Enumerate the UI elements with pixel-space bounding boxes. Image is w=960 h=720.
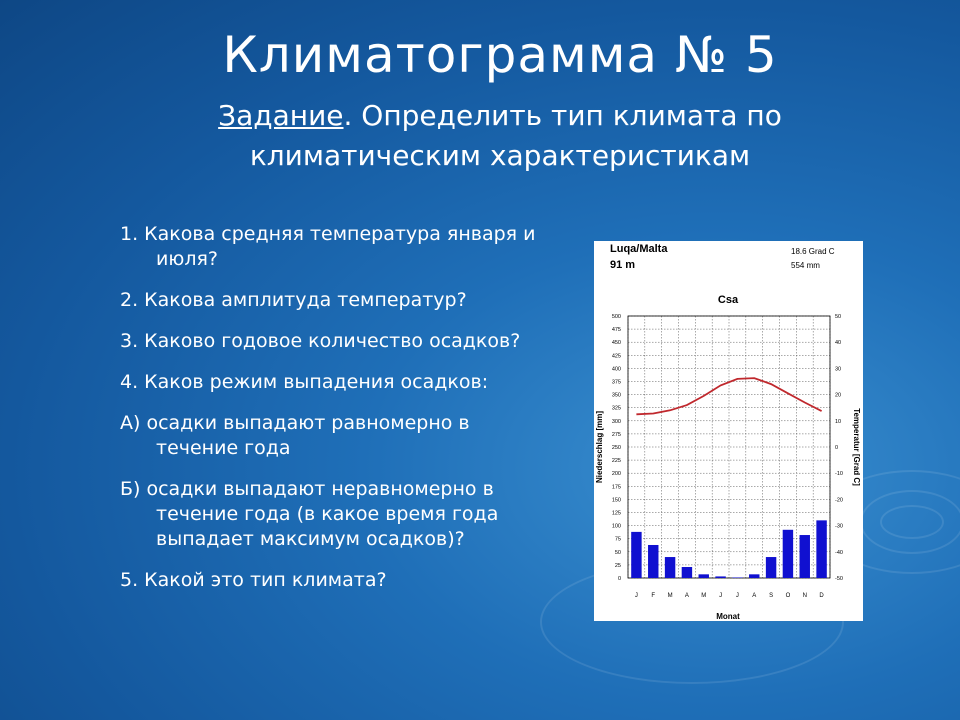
subtitle-text: . Определить тип климата по климатически… <box>249 99 782 172</box>
month-label: A <box>685 593 689 599</box>
chart-elevation: 91 m <box>610 259 635 271</box>
temp-tick-label: -10 <box>835 471 843 477</box>
temp-tick-label: 20 <box>835 393 841 399</box>
plot-frame <box>627 315 831 579</box>
precip-tick-label: 500 <box>612 314 621 320</box>
month-label: M <box>668 593 673 599</box>
precip-tick-label: 300 <box>612 419 621 425</box>
question-item: А) осадки выпадают равномерно в течение … <box>120 412 470 459</box>
subtitle-label: Задание <box>218 99 344 132</box>
chart-ylabel-right: Temperatur [Grad C] <box>852 408 861 486</box>
precip-bar <box>631 531 642 578</box>
month-label: S <box>769 593 773 599</box>
precip-bar <box>765 557 777 578</box>
precip-tick-label: 75 <box>615 537 621 543</box>
temp-tick-label: 10 <box>835 419 841 425</box>
precip-bar <box>681 566 693 578</box>
precip-tick-label: 450 <box>612 340 621 346</box>
temp-tick-label: -30 <box>835 524 843 530</box>
month-label: M <box>701 593 706 599</box>
precip-tick-label: 250 <box>612 445 621 451</box>
precip-tick-label: 225 <box>612 458 621 464</box>
precip-tick-label: 175 <box>612 484 621 490</box>
precip-tick-label: 325 <box>612 406 621 412</box>
month-label: D <box>819 593 824 599</box>
temp-tick-label: 30 <box>835 366 841 372</box>
slide-subtitle: Задание. Определить тип климата по клима… <box>150 96 850 176</box>
question-item: 5. Какой это тип климата? <box>120 569 387 591</box>
precip-tick-label: 0 <box>618 576 621 582</box>
precip-bar <box>648 544 659 578</box>
precip-bar <box>664 557 676 578</box>
precip-tick-label: 475 <box>612 327 621 333</box>
question-list: 1. Какова средняя температура января и и… <box>120 222 540 609</box>
month-label: N <box>803 593 807 599</box>
precip-bar <box>749 574 760 578</box>
question-item: 1. Какова средняя температура января и и… <box>120 223 536 270</box>
temperature-line <box>636 377 823 416</box>
chart-climate-class: Csa <box>718 294 739 306</box>
precip-tick-label: 375 <box>612 380 621 386</box>
chart-ylabel-left: Niederschlag [mm] <box>595 411 604 483</box>
question-item: 2. Какова амплитуда температур? <box>120 289 467 311</box>
month-label: O <box>786 593 791 599</box>
question-item: Б) осадки выпадают неравномерно в течени… <box>120 478 499 550</box>
month-label: F <box>651 593 655 599</box>
temp-tick-label: -40 <box>835 550 843 556</box>
precip-bar <box>782 529 794 578</box>
chart-annual-temp: 18.6 Grad C <box>791 247 835 256</box>
precip-bar <box>715 576 726 578</box>
question-item: 3. Каково годовое количество осадков? <box>120 330 521 352</box>
chart-annual-precip: 554 mm <box>791 261 820 270</box>
chart-xlabel: Monat <box>716 612 740 621</box>
climate-chart: Luqa/Malta 91 m 18.6 Grad C 554 mm Csa M… <box>594 241 863 621</box>
precip-tick-label: 425 <box>612 353 621 359</box>
precip-tick-label: 150 <box>612 497 621 503</box>
precip-bar <box>799 535 810 578</box>
precip-tick-label: 125 <box>612 511 621 517</box>
temp-tick-label: 0 <box>835 445 838 451</box>
month-label: J <box>736 593 739 599</box>
precip-bar <box>816 520 827 578</box>
precip-tick-label: 50 <box>615 550 621 556</box>
precip-bar <box>732 577 743 578</box>
temp-tick-label: -50 <box>835 576 843 582</box>
question-item: 4. Каков режим выпадения осадков: <box>120 371 489 393</box>
temp-tick-label: -20 <box>835 497 843 503</box>
month-label: J <box>719 593 722 599</box>
precip-tick-label: 100 <box>612 524 621 530</box>
temp-tick-label: 50 <box>835 314 841 320</box>
precip-tick-label: 400 <box>612 366 621 372</box>
temp-tick-label: 40 <box>835 340 841 346</box>
slide-title: Климатограмма № 5 <box>222 26 778 84</box>
precip-tick-label: 350 <box>612 393 621 399</box>
precip-tick-label: 275 <box>612 432 621 438</box>
precip-tick-label: 200 <box>612 471 621 477</box>
climate-chart-svg: Luqa/Malta 91 m 18.6 Grad C 554 mm Csa M… <box>595 243 861 621</box>
month-label: J <box>635 593 638 599</box>
precip-bar <box>698 574 709 578</box>
chart-station: Luqa/Malta <box>610 243 668 255</box>
month-label: A <box>752 593 756 599</box>
precip-tick-label: 25 <box>615 563 621 569</box>
